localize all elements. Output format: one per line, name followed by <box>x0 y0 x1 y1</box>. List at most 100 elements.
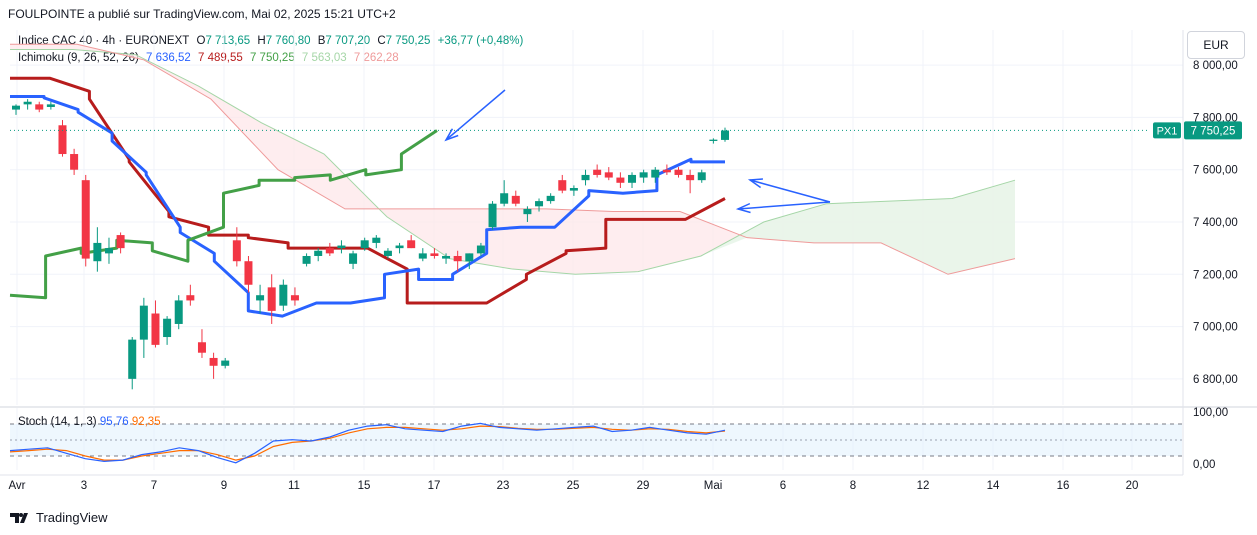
candle-body <box>93 242 102 262</box>
candle-body <box>523 208 532 215</box>
low-value: 7 707,20 <box>325 35 371 47</box>
candle-body <box>372 237 381 243</box>
candle-body <box>349 253 358 264</box>
ichimoku-base-line <box>10 76 726 305</box>
stoch-label[interactable]: Stoch (14, 1, 3) <box>18 416 97 428</box>
candle-body <box>628 174 637 183</box>
price-tag-label: PX1 <box>1157 125 1178 137</box>
open-label: O <box>196 35 206 47</box>
arrow-lagging-head <box>444 128 459 142</box>
ichimoku-base-value: 7 489,55 <box>197 52 243 64</box>
candle-body <box>174 300 183 324</box>
arrow-base <box>737 201 831 210</box>
arrow-lagging <box>445 89 506 141</box>
candle-body <box>418 253 427 259</box>
stoch-axis-label: 0,00 <box>1193 459 1215 471</box>
close-label: C <box>377 35 386 47</box>
price-axis-label: 7 200,00 <box>1193 269 1238 281</box>
candle-body <box>325 248 334 254</box>
cloud-fill-bullish <box>700 180 1015 275</box>
candle-body <box>244 261 253 285</box>
time-axis-label: 7 <box>151 480 157 492</box>
time-axis-label: 17 <box>428 480 441 492</box>
candle-body <box>604 172 613 178</box>
ichimoku-lagging-value: 7 750,25 <box>249 52 295 64</box>
stoch-k-value: 95,76 <box>99 416 129 428</box>
candle-body <box>662 169 671 173</box>
price-tag-value: 7 750,25 <box>1191 125 1236 137</box>
candle-body <box>686 174 695 181</box>
price-axis-label: 7 400,00 <box>1193 217 1238 229</box>
candle-body <box>430 253 439 256</box>
candle-body <box>558 180 567 191</box>
time-axis-label: 12 <box>917 480 930 492</box>
candle-body <box>186 295 195 301</box>
high-label: H <box>257 35 266 47</box>
currency-button[interactable]: EUR <box>1187 31 1245 59</box>
candle-body <box>500 193 509 204</box>
candle-body <box>314 250 323 256</box>
annotations <box>444 89 831 214</box>
candle-body <box>81 180 90 259</box>
candle-body <box>488 203 497 228</box>
candle-body <box>511 195 520 204</box>
stoch-legend: Stoch (14, 1, 3) 95,76 92,35 <box>18 416 161 428</box>
time-axis-label: 8 <box>850 480 856 492</box>
time-axis-label: 3 <box>81 480 87 492</box>
time-axis-label: 23 <box>497 480 510 492</box>
candle-body <box>151 313 160 345</box>
candle-body <box>267 287 276 311</box>
span-a-line <box>10 48 1016 275</box>
arrow-conversion <box>749 179 831 203</box>
candle-body <box>128 339 137 379</box>
candle-body <box>593 169 602 175</box>
candle-body <box>337 245 346 249</box>
time-axis-label: 14 <box>987 480 1000 492</box>
candle-body <box>674 169 683 175</box>
stoch-d-value: 92,35 <box>131 416 161 428</box>
stoch-band <box>10 424 1182 456</box>
ichimoku-conversion-value: 7 636,52 <box>146 52 191 64</box>
candle-body <box>139 305 148 340</box>
candle-body <box>46 104 55 107</box>
axes: 8 000,007 800,007 600,007 400,007 200,00… <box>0 30 1257 492</box>
candle-body <box>407 240 416 249</box>
candle-body <box>639 172 648 178</box>
candle-body <box>535 201 544 207</box>
ichimoku-lines <box>9 76 726 318</box>
ichimoku-label[interactable]: Ichimoku (9, 26, 52, 26) <box>18 52 139 64</box>
publisher-line: FOULPOINTE a publié sur TradingView.com,… <box>8 7 396 21</box>
candle-body <box>546 195 555 202</box>
candle-body <box>221 360 230 366</box>
candle-body <box>35 104 44 110</box>
candle-body <box>209 357 218 366</box>
candle-body <box>453 255 462 262</box>
candle-body <box>465 253 474 262</box>
candle-body <box>197 342 206 353</box>
time-axis-label: 11 <box>288 480 300 492</box>
arrow-conversion-head <box>747 178 764 189</box>
tradingview-brand[interactable]: TradingView <box>10 510 108 525</box>
candle-body <box>23 101 32 105</box>
candle-body <box>302 255 311 264</box>
candle-body <box>616 177 625 183</box>
price-tag-label-bg <box>1153 122 1181 139</box>
open-value: 7 713,65 <box>205 35 251 47</box>
candle-body <box>279 284 288 306</box>
tradingview-logo-icon <box>10 512 28 523</box>
ichimoku-conversion-line <box>10 95 725 318</box>
ichimoku-lagging-line <box>9 129 438 300</box>
candle-body <box>70 154 79 170</box>
time-axis-label: 20 <box>1126 480 1139 492</box>
price-axis-label: 7 000,00 <box>1193 322 1238 334</box>
grid <box>10 30 1183 470</box>
brand-label: TradingView <box>36 510 108 525</box>
symbol-label[interactable]: Indice CAC 40 · 4h · EURONEXT <box>18 35 190 47</box>
candle-body <box>232 240 241 262</box>
time-axis-label: Avr <box>8 480 25 492</box>
close-value: 7 750,25 <box>385 35 431 47</box>
candle-body <box>116 235 125 249</box>
candle-body <box>12 105 20 110</box>
change-value: +36,77 (+0,48%) <box>437 35 524 47</box>
